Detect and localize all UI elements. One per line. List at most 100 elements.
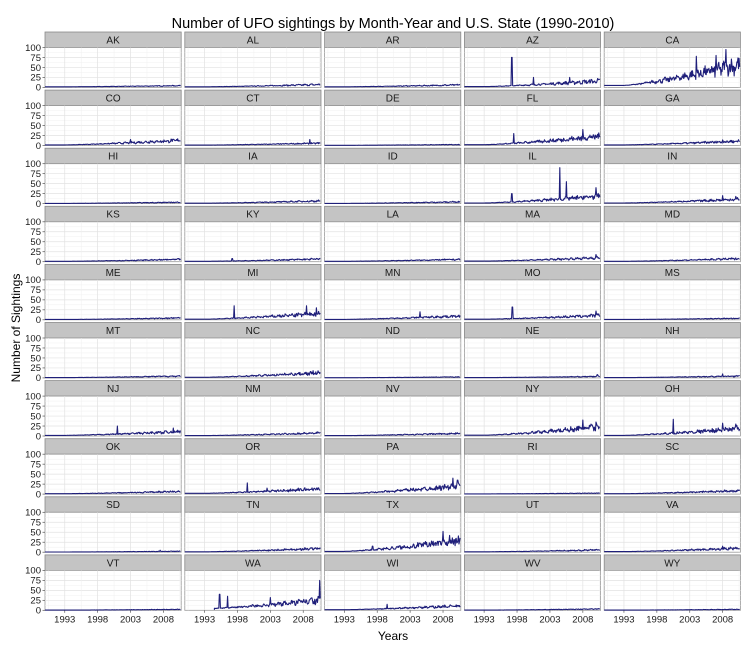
strip-label: RI	[528, 442, 538, 453]
strip-label: ND	[385, 326, 399, 337]
series-line-nd	[324, 376, 461, 379]
gridlines	[324, 279, 461, 320]
y-tick-label: 0	[36, 199, 41, 210]
y-tick-label: 100	[25, 43, 41, 54]
gridlines	[604, 570, 741, 611]
series-line-mi	[184, 305, 321, 320]
gridlines	[45, 163, 182, 204]
series-line-pa	[324, 477, 461, 495]
series-line-ks	[44, 257, 181, 262]
y-tick-label: 100	[25, 159, 41, 170]
series-line-sc	[604, 489, 741, 495]
strip-label: TN	[246, 500, 259, 511]
y-tick-label: 0	[36, 606, 41, 617]
series-line-md	[604, 257, 740, 262]
y-tick-label: 50	[30, 469, 41, 480]
series-line-tn	[184, 547, 321, 553]
gridlines	[604, 105, 741, 146]
y-tick-label: 100	[25, 101, 41, 112]
facet-panel-sc: SC	[603, 438, 741, 495]
gridlines	[324, 105, 461, 146]
gridlines	[45, 570, 182, 611]
series-line-la	[324, 258, 461, 262]
strip-label: HI	[108, 152, 118, 163]
y-tick-label: 25	[30, 305, 41, 316]
strip-label: CO	[106, 93, 121, 104]
x-tick-label: 2008	[293, 614, 314, 625]
series-line-or	[184, 482, 321, 494]
gridlines	[45, 454, 182, 495]
y-tick-label: 50	[30, 63, 41, 74]
strip-label: MT	[106, 326, 120, 337]
series-line-ok	[44, 490, 181, 495]
gridlines	[464, 279, 601, 320]
x-tick-label: 2003	[120, 614, 141, 625]
x-tick-label: 2008	[153, 614, 174, 625]
strip-label: AL	[247, 35, 260, 46]
strip-label: MD	[665, 210, 681, 221]
facet-panel-nh: NH	[603, 322, 741, 379]
strip-label: ME	[106, 268, 121, 279]
x-tick-label: 2008	[572, 614, 593, 625]
gridlines	[604, 163, 741, 204]
gridlines	[324, 163, 461, 204]
y-tick-label: 0	[36, 83, 41, 94]
y-tick-label: 25	[30, 421, 41, 432]
strip-label: WA	[245, 558, 261, 569]
facet-panel-wv: WV 1993 1998 2003 2008	[463, 554, 601, 625]
gridlines	[45, 512, 182, 553]
gridlines	[464, 570, 601, 611]
facet-panel-tn: TN	[184, 496, 322, 553]
strip-label: AR	[386, 35, 400, 46]
gridlines	[45, 279, 182, 320]
strip-label: IA	[248, 152, 258, 163]
y-tick-label: 100	[25, 391, 41, 402]
facet-panel-ms: MS	[603, 263, 741, 321]
facet-panel-wi: WI 1993 1998 2003 2008	[324, 554, 462, 625]
strip-label: UT	[526, 500, 539, 511]
y-tick-label: 25	[30, 73, 41, 84]
facet-panel-il: IL	[463, 147, 601, 204]
y-tick-label: 100	[25, 333, 41, 344]
y-tick-label: 50	[30, 528, 41, 539]
series-line-ne	[464, 374, 601, 379]
y-axis-title: Number of Sightings	[9, 274, 23, 383]
y-tick-label: 25	[30, 538, 41, 549]
strip-label: CT	[246, 93, 259, 104]
strip-label: OK	[106, 442, 121, 453]
y-tick-label: 25	[30, 363, 41, 374]
series-line-ky	[184, 257, 321, 262]
y-tick-label: 75	[30, 576, 41, 587]
series-line-nj	[44, 425, 181, 436]
facet-panel-md: MD	[603, 205, 741, 263]
strip-label: AZ	[526, 35, 539, 46]
facet-panel-ia: IA	[184, 147, 322, 204]
strip-label: MN	[385, 268, 401, 279]
series-line-sd	[44, 549, 181, 553]
series-line-mt	[44, 374, 181, 379]
strip-label: SC	[665, 442, 679, 453]
gridlines	[464, 396, 601, 436]
facet-panel-id: ID	[324, 147, 462, 204]
gridlines	[184, 163, 321, 204]
series-line-va	[604, 545, 740, 553]
facet-panel-ne: NE	[463, 322, 601, 379]
gridlines	[45, 338, 182, 378]
facet-panel-in: IN	[603, 147, 741, 204]
facet-panel-oh: OH	[603, 380, 741, 437]
y-tick-label: 75	[30, 459, 41, 470]
facet-panel-nv: NV	[324, 380, 462, 437]
y-tick-label: 100	[25, 450, 41, 461]
facet-panel-fl: FL	[463, 89, 601, 146]
gridlines	[45, 396, 182, 436]
strip-label: VT	[107, 558, 120, 569]
gridlines	[604, 279, 741, 320]
gridlines	[464, 512, 601, 553]
facet-panel-wa: WA 1993 1998 2003 2008	[184, 554, 322, 625]
